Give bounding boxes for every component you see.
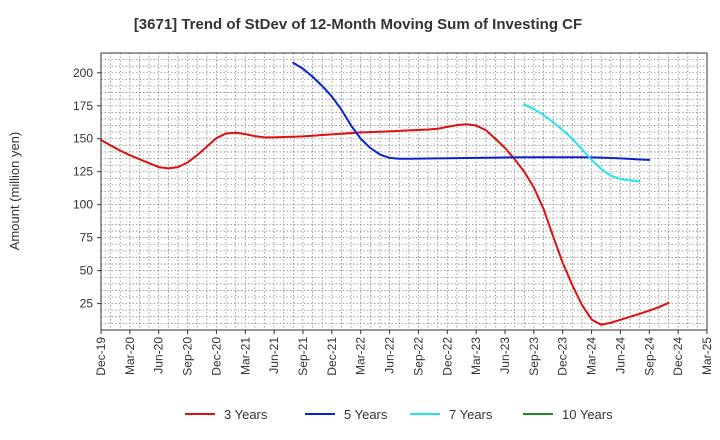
x-tick-label: Sep-23 (527, 337, 541, 376)
x-tick-label: Mar-20 (123, 337, 137, 375)
x-tick-label: Dec-19 (94, 337, 108, 376)
x-tick-label: Sep-20 (181, 337, 195, 376)
x-tick-label: Mar-24 (585, 337, 599, 375)
x-axis-ticks: Dec-19 Mar-20 Jun-20 Sep-20 Dec-20 Mar-21 Jun-… (94, 330, 714, 376)
x-tick-label: Dec-24 (671, 337, 685, 376)
x-tick-label: Jun-24 (613, 337, 627, 374)
x-tick-label: Mar-22 (354, 337, 368, 375)
y-axis-ticks: 25 50 75 100 125 150 175 200 (73, 66, 101, 311)
x-tick-label: Jun-21 (267, 337, 281, 374)
chart-title: [3671] Trend of StDev of 12-Month Moving… (134, 16, 582, 33)
legend-label-7-years: 7 Years (449, 407, 493, 422)
y-tick-label: 100 (73, 198, 93, 212)
y-tick-label: 175 (73, 99, 93, 113)
legend-label-10-years: 10 Years (562, 407, 613, 422)
x-tick-label: Sep-22 (411, 337, 425, 376)
y-tick-label: 75 (80, 231, 94, 245)
x-tick-label: Dec-21 (325, 337, 339, 376)
y-tick-label: 125 (73, 165, 93, 179)
x-tick-label: Mar-25 (700, 337, 714, 375)
series-line-7-years (523, 103, 641, 183)
x-tick-label: Dec-22 (440, 337, 454, 376)
legend-label-3-years: 3 Years (224, 407, 268, 422)
y-tick-label: 150 (73, 132, 93, 146)
x-tick-label: Dec-20 (209, 337, 223, 376)
series-lines (100, 61, 670, 326)
x-tick-label: Mar-23 (469, 337, 483, 375)
x-tick-label: Jun-20 (152, 337, 166, 374)
x-tick-label: Jun-23 (498, 337, 512, 374)
x-tick-label: Jun-22 (383, 337, 397, 374)
legend: 3 Years 5 Years 7 Years 10 Years (185, 407, 613, 422)
x-tick-label: Sep-21 (296, 337, 310, 376)
x-tick-label: Sep-24 (642, 337, 656, 376)
legend-label-5-years: 5 Years (344, 407, 388, 422)
y-tick-label: 25 (80, 297, 94, 311)
x-tick-label: Mar-21 (238, 337, 252, 375)
y-tick-label: 200 (73, 66, 93, 80)
x-tick-label: Dec-23 (556, 337, 570, 376)
y-axis-label: Amount (million yen) (7, 132, 22, 251)
y-tick-label: 50 (80, 264, 94, 278)
series-line-3-years (100, 123, 670, 326)
plot-frame (100, 52, 708, 331)
grid (101, 53, 707, 330)
